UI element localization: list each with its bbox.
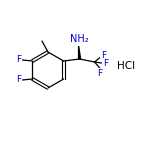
Text: F: F	[101, 50, 106, 59]
Text: F: F	[97, 69, 102, 78]
Polygon shape	[79, 46, 81, 59]
Text: HCl: HCl	[117, 61, 135, 71]
Text: NH₂: NH₂	[70, 34, 89, 44]
Text: F: F	[103, 59, 108, 67]
Text: F: F	[16, 55, 21, 64]
Text: F: F	[16, 76, 21, 85]
